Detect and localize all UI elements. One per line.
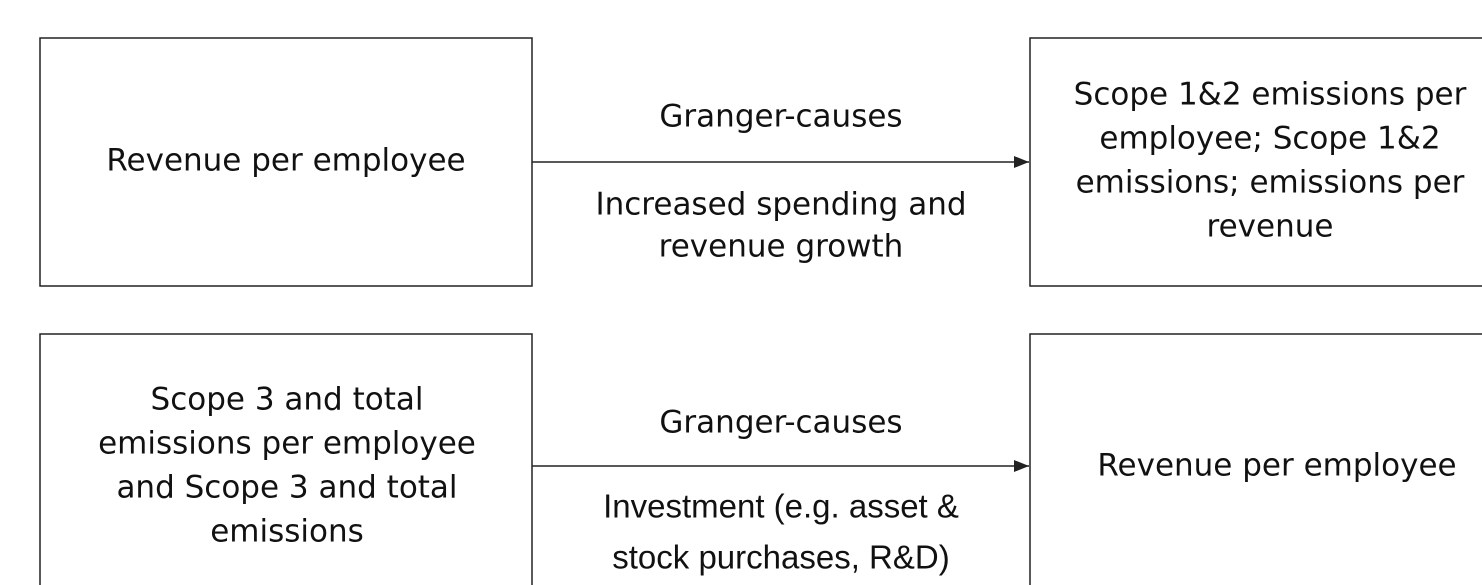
- target-label: Scope 1&2 emissions per: [1074, 77, 1467, 113]
- source-label: Revenue per employee: [106, 143, 465, 179]
- mechanism-label: Investment (e.g. asset &: [603, 488, 959, 525]
- relation-label: Granger-causes: [659, 99, 902, 135]
- source-box: [39, 333, 533, 585]
- mechanism-label: stock purchases, R&D): [612, 539, 949, 576]
- source-label: emissions: [210, 514, 364, 550]
- mechanism-label: revenue growth: [659, 229, 904, 265]
- mechanism-label: Increased spending and: [595, 187, 966, 223]
- source-label: and Scope 3 and total: [116, 470, 457, 506]
- source-label: emissions per employee: [98, 426, 476, 462]
- target-label: employee; Scope 1&2: [1099, 121, 1440, 157]
- target-box: [1029, 333, 1482, 585]
- target-label: revenue: [1207, 209, 1334, 245]
- source-box: [39, 37, 533, 287]
- target-label: emissions; emissions per: [1076, 165, 1465, 201]
- target-box: [1029, 37, 1482, 287]
- source-label: Scope 3 and total: [151, 382, 424, 418]
- target-label: Revenue per employee: [1097, 448, 1456, 484]
- relation-label: Granger-causes: [659, 405, 902, 441]
